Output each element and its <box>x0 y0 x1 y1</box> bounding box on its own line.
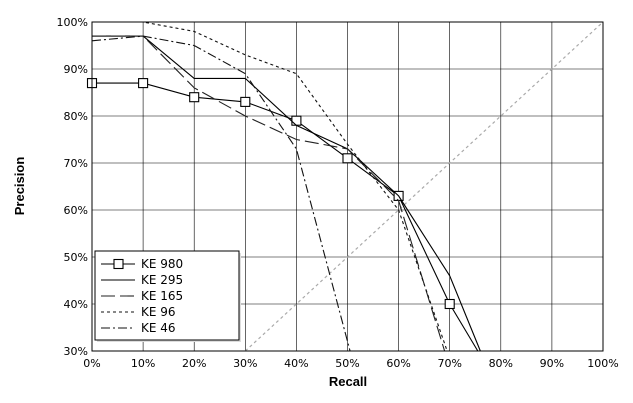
y-tick-labels: 30% 40% 50% 60% 70% 80% 90% 100% <box>57 16 88 358</box>
series-line-ke-96 <box>92 21 448 352</box>
reference-line-group <box>244 21 604 352</box>
x-tick-label: 10% <box>131 357 155 370</box>
y-tick-label: 100% <box>57 16 88 29</box>
series-line-ke-295 <box>92 35 481 352</box>
y-tick-label: 30% <box>64 345 88 358</box>
legend-label-ke-295: KE 295 <box>141 273 183 287</box>
data-point-ke-980 <box>240 96 251 107</box>
y-tick-label: 60% <box>64 204 88 217</box>
data-point-ke-980 <box>189 92 200 103</box>
y-tick-label: 80% <box>64 110 88 123</box>
y-tick-label: 50% <box>64 251 88 264</box>
x-tick-label: 30% <box>233 357 257 370</box>
y-tick-label: 70% <box>64 157 88 170</box>
x-tick-label: 20% <box>182 357 206 370</box>
x-tick-label: 0% <box>83 357 100 370</box>
plot-frame <box>91 21 604 352</box>
legend-label-ke-165: KE 165 <box>141 289 183 303</box>
legend-label-ke-980: KE 980 <box>141 257 183 271</box>
x-tick-label: 70% <box>437 357 461 370</box>
x-tick-label: 90% <box>540 357 564 370</box>
x-tick-label: 60% <box>386 357 410 370</box>
x-tick-label: 80% <box>489 357 513 370</box>
x-tick-label: 40% <box>284 357 308 370</box>
reference-line <box>244 21 604 352</box>
y-tick-label: 40% <box>64 298 88 311</box>
y-tick-label: 90% <box>64 63 88 76</box>
legend-label-ke-46: KE 46 <box>141 321 176 335</box>
x-axis-label: Recall <box>329 374 367 389</box>
data-point-ke-980 <box>342 153 353 164</box>
data-point-ke-980 <box>138 78 149 89</box>
x-tick-label: 100% <box>587 357 618 370</box>
series-line-ke-46 <box>91 35 351 352</box>
legend-label-ke-96: KE 96 <box>141 305 176 319</box>
legend: KE 980 KE 295 KE 165 KE 96 KE 46 <box>94 250 241 342</box>
series-line-ke-165 <box>92 35 446 352</box>
x-tick-label: 50% <box>335 357 359 370</box>
data-point-ke-980 <box>444 298 455 310</box>
y-axis-label: Precision <box>12 157 27 216</box>
data-point-ke-980 <box>291 115 302 126</box>
x-tick-labels: 0% 10% 20% 30% 40% 50% 60% 70% 80% 90% 100% <box>83 357 618 370</box>
legend-marker-ke-980 <box>113 258 124 270</box>
